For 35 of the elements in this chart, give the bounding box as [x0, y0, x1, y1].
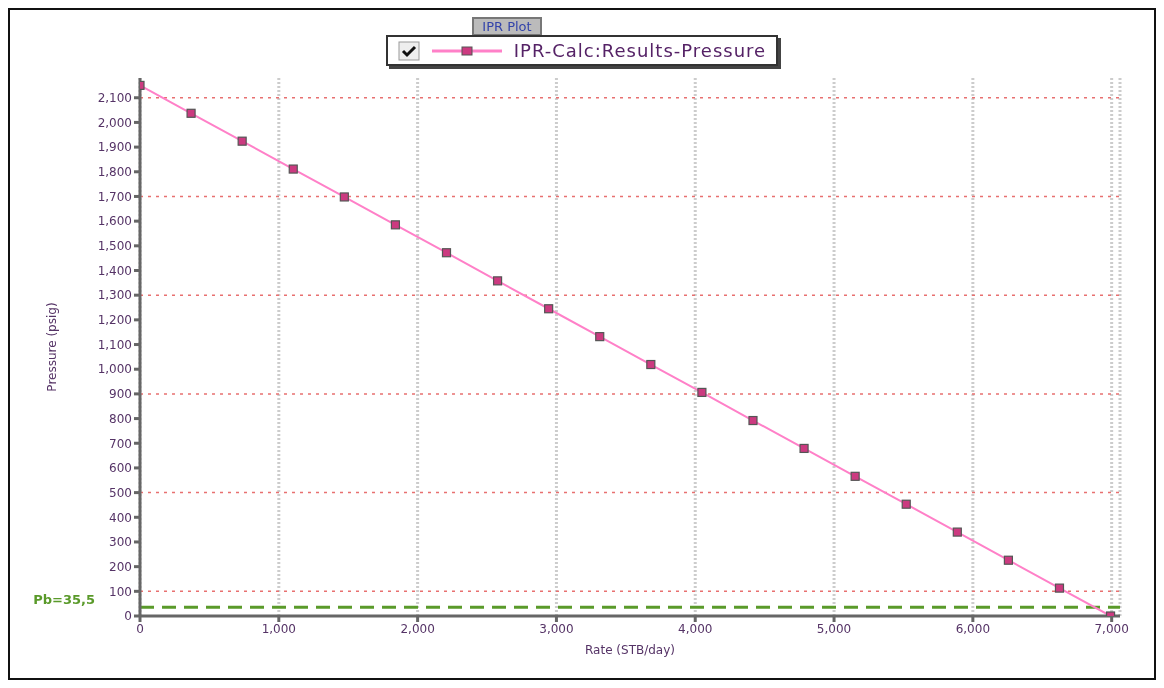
y-axis-title: Pressure (psig)	[45, 302, 60, 392]
y-tick-label: 500	[109, 485, 132, 500]
y-tick-label: 1,900	[97, 140, 132, 155]
y-tick-label: 1,400	[97, 263, 132, 278]
x-tick-label: 4,000	[678, 621, 713, 636]
y-tick-label: 2,100	[97, 91, 132, 105]
y-tick-label: 900	[109, 387, 132, 402]
y-tick-label: 1,700	[97, 189, 132, 204]
y-tick-label: 200	[109, 559, 132, 574]
x-tick-label: 0	[136, 621, 144, 636]
y-tick-label: 800	[109, 411, 132, 426]
y-tick-label: 700	[109, 436, 132, 451]
y-tick-label: 1,200	[97, 313, 132, 328]
y-tick-label: 1,600	[97, 214, 132, 229]
y-tick-label: 1,300	[97, 288, 132, 303]
x-tick-label: 6,000	[955, 621, 991, 636]
chart-title: IPR Plot	[472, 17, 542, 36]
y-tick-label: 300	[109, 535, 132, 550]
ref-line-label: Pb=35,5	[33, 592, 95, 608]
y-tick-label: 1,000	[97, 362, 132, 377]
y-tick-label: 1,100	[97, 337, 132, 352]
legend-label: IPR-Calc:Results-Pressure	[513, 40, 767, 61]
y-tick-label: 1,800	[97, 165, 132, 180]
x-tick-label: 5,000	[816, 621, 852, 636]
y-tick-label: 2,000	[97, 115, 132, 130]
x-axis-title: Rate (STB/day)	[585, 643, 675, 657]
x-tick-label: 3,000	[539, 621, 574, 636]
x-tick-label: 1,000	[261, 621, 296, 636]
y-tick-label: 100	[109, 584, 132, 599]
y-tick-label: 600	[109, 461, 132, 476]
y-tick-label: 1,500	[97, 239, 132, 254]
y-tick-label: 0	[124, 609, 132, 624]
y-tick-label: 400	[109, 510, 132, 525]
x-tick-label: 7,000	[1094, 621, 1129, 636]
x-tick-label: 2,000	[400, 621, 435, 636]
